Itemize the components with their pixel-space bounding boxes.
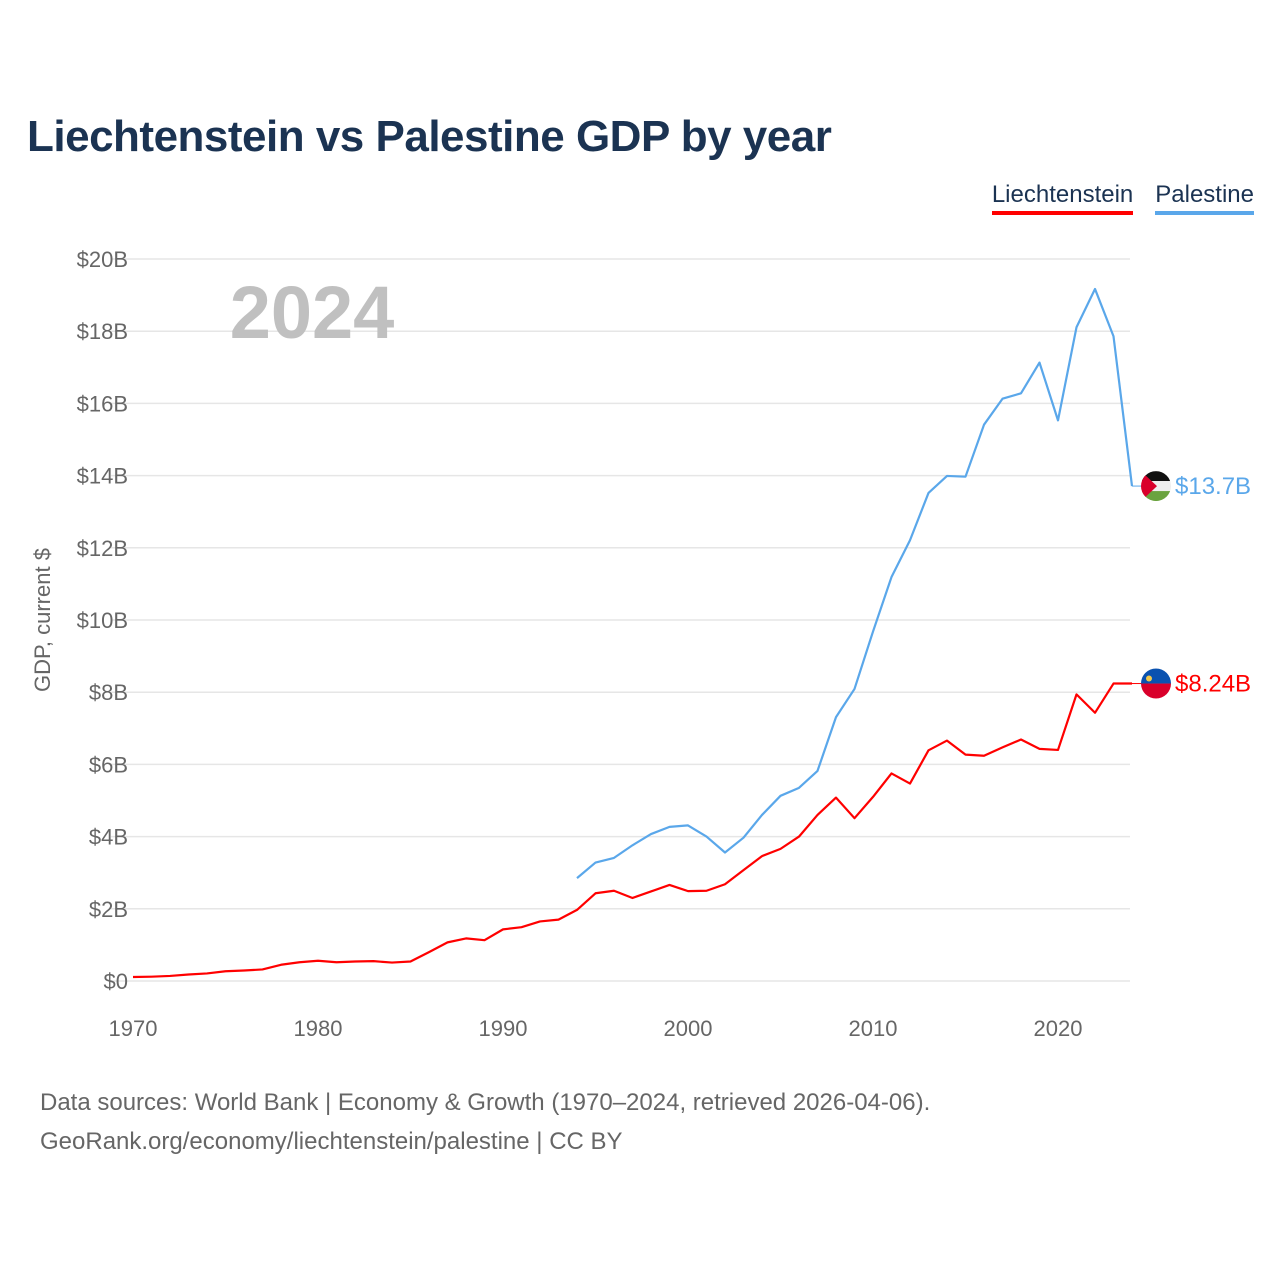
x-tick-label: 2020 — [1034, 1016, 1083, 1041]
y-tick-label: $6B — [89, 752, 128, 777]
x-tick-label: 1970 — [109, 1016, 158, 1041]
legend-item-liechtenstein[interactable]: Liechtenstein — [991, 181, 1134, 215]
y-tick-label: $2B — [89, 897, 128, 922]
x-tick-label: 1980 — [294, 1016, 343, 1041]
liechtenstein-flag-icon — [1141, 668, 1171, 699]
y-tick-label: $12B — [77, 536, 128, 561]
x-tick-label: 2000 — [664, 1016, 713, 1041]
palestine-flag-icon — [1141, 471, 1171, 502]
year-overlay: 2024 — [230, 271, 395, 354]
x-tick-label: 2010 — [849, 1016, 898, 1041]
series-line-liechtenstein — [132, 682, 1132, 979]
y-tick-label: $14B — [77, 464, 128, 489]
footer-sources: Data sources: World Bank | Economy & Gro… — [40, 1089, 931, 1116]
end-value-label: $13.7B — [1175, 473, 1251, 500]
footer-link[interactable]: GeoRank.org/economy/liechtenstein/palest… — [40, 1128, 623, 1155]
y-tick-label: $10B — [77, 608, 128, 633]
y-tick-label: $8B — [89, 680, 128, 705]
footer: Data sources: World Bank | Economy & Gro… — [40, 1083, 930, 1161]
chart-title: Liechtenstein vs Palestine GDP by year — [27, 112, 832, 161]
y-tick-label: $18B — [77, 319, 128, 344]
end-value-label: $8.24B — [1175, 671, 1251, 698]
y-tick-label: $16B — [77, 391, 128, 416]
y-axis-label: GDP, current $ — [30, 548, 55, 692]
legend-item-palestine[interactable]: Palestine — [1155, 181, 1254, 215]
x-tick-label: 1990 — [479, 1016, 528, 1041]
series-line-palestine — [576, 287, 1134, 879]
y-tick-label: $4B — [89, 825, 128, 850]
legend: Liechtenstein Palestine — [991, 181, 1254, 215]
y-tick-label: $0 — [104, 969, 128, 994]
y-tick-label: $20B — [77, 247, 128, 272]
